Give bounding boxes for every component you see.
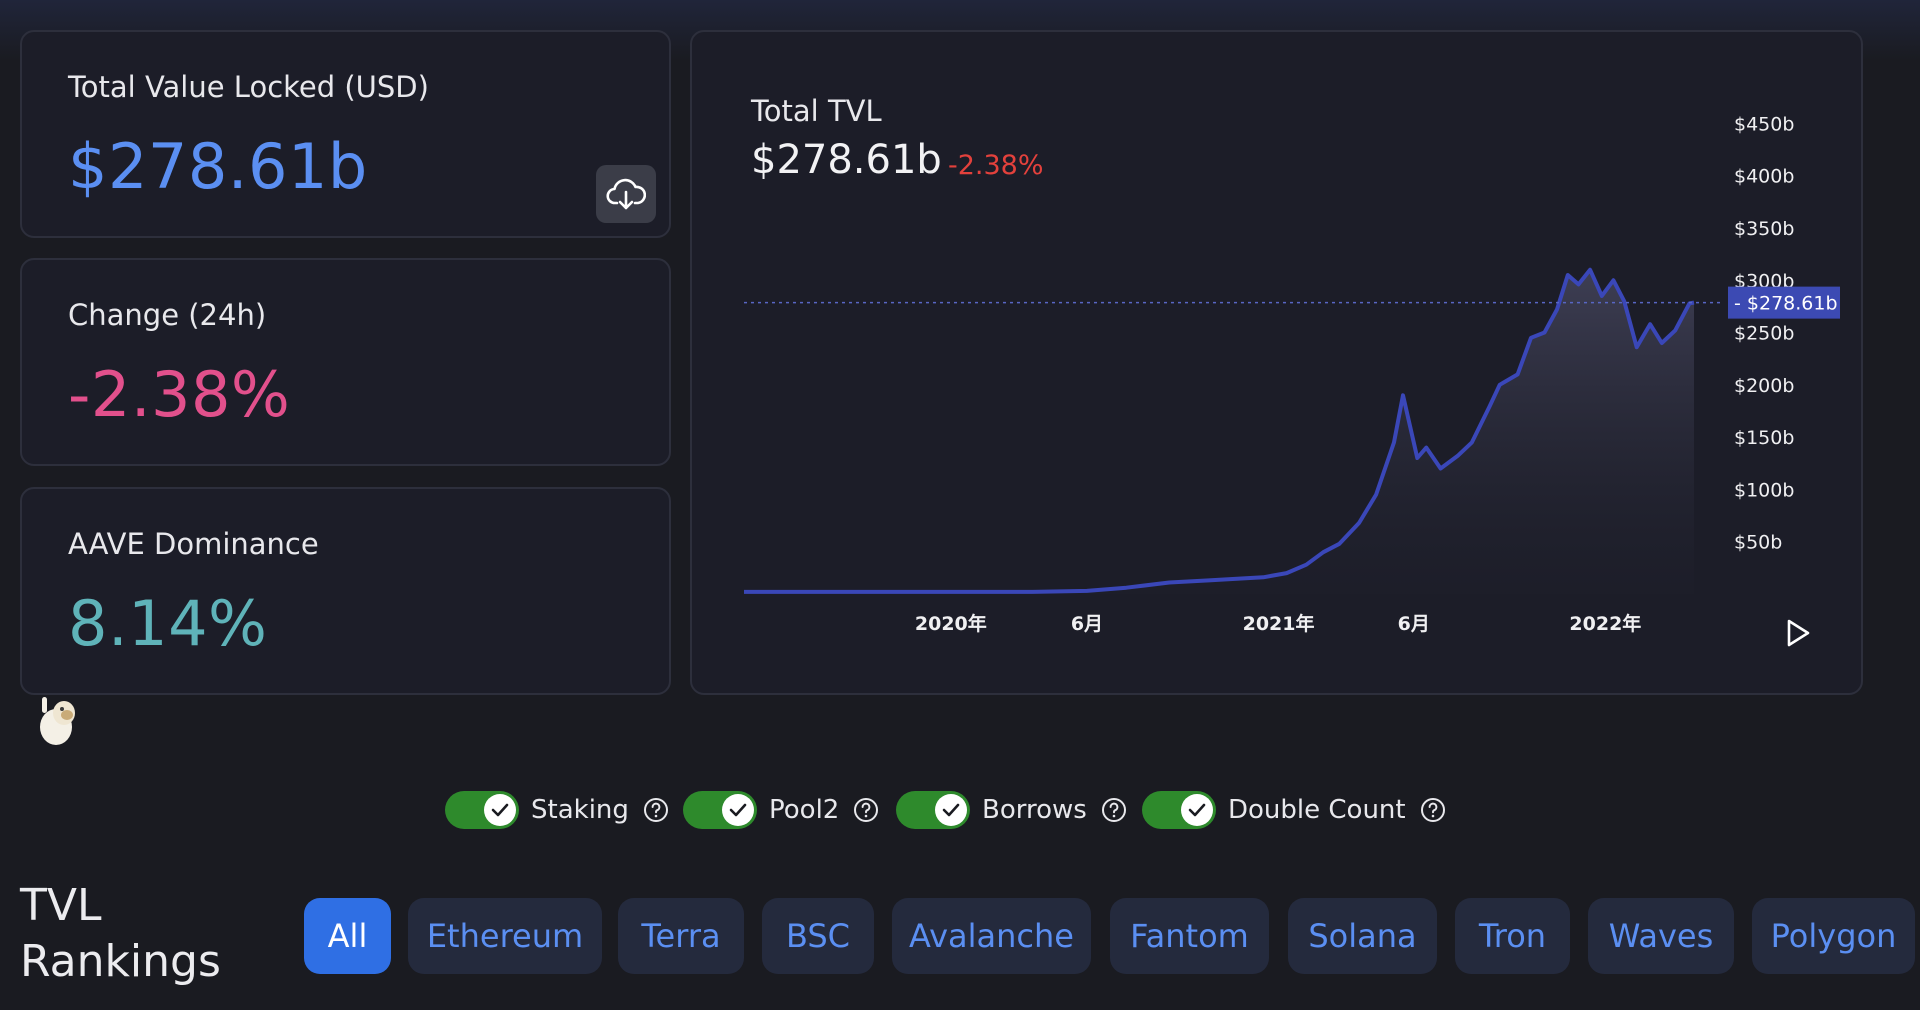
chain-chip-solana[interactable]: Solana	[1288, 898, 1437, 974]
chart-headline-change: -2.38%	[948, 150, 1044, 181]
tvl-label: Total Value Locked (USD)	[68, 70, 429, 104]
dominance-card: AAVE Dominance 8.14%	[20, 487, 671, 695]
x-tick-label: 2022年	[1569, 612, 1641, 635]
chart-headline-value: $278.61b	[751, 137, 942, 183]
chain-chip-ethereum[interactable]: Ethereum	[408, 898, 602, 974]
rankings-title-line2: Rankings	[20, 936, 221, 987]
x-tick-label: 2020年	[915, 612, 987, 635]
toggle-staking[interactable]: Staking	[445, 788, 669, 832]
staking-switch[interactable]	[445, 791, 519, 829]
tvl-area-chart[interactable]: $50b$100b$150b$200b$250b$300b$350b$400b$…	[692, 32, 1861, 693]
download-button[interactable]	[596, 165, 656, 223]
tvl-area-fill	[744, 269, 1694, 594]
rankings-title-line1: TVL	[20, 880, 102, 931]
toggle-borrows[interactable]: Borrows	[896, 788, 1127, 832]
tvl-series-line	[744, 267, 1695, 594]
llama-mascot-icon	[40, 697, 75, 745]
play-icon[interactable]	[1780, 616, 1814, 650]
chain-chip-all[interactable]: All	[304, 898, 391, 974]
tvl-chart-card: Total TVL $278.61b -2.38% $50b $100b $150b…	[690, 30, 1863, 695]
x-tick-label: 6月	[1398, 613, 1430, 635]
x-tick-label: 6月	[1071, 613, 1103, 635]
dominance-value: 8.14%	[68, 587, 268, 660]
dominance-label: AAVE Dominance	[68, 527, 319, 561]
check-icon	[484, 794, 516, 826]
toggle-double-count[interactable]: Double Count	[1142, 788, 1446, 832]
chain-chip-polygon[interactable]: Polygon	[1752, 898, 1915, 974]
y-tick-label: $450b	[1734, 113, 1794, 135]
pool2-label: Pool2	[769, 795, 840, 825]
help-icon[interactable]	[643, 797, 669, 823]
tvl-value: $278.61b	[68, 130, 368, 203]
pool2-switch[interactable]	[683, 791, 757, 829]
y-tick-label: $100b	[1734, 479, 1794, 501]
change-value: -2.38%	[68, 358, 291, 431]
chain-chip-fantom[interactable]: Fantom	[1110, 898, 1269, 974]
y-tick-label: $200b	[1734, 375, 1794, 397]
change-label: Change (24h)	[68, 298, 267, 332]
chain-chip-terra[interactable]: Terra	[618, 898, 744, 974]
x-tick-label: 2021年	[1243, 612, 1315, 635]
y-tick-label: $400b	[1734, 166, 1794, 188]
double-count-label: Double Count	[1228, 795, 1406, 825]
options-toggles: Staking Pool2 Borrows Double Count	[0, 788, 1920, 832]
double-count-switch[interactable]	[1142, 791, 1216, 829]
current-value-label: - $278.61b	[1734, 293, 1838, 315]
change-card: Change (24h) -2.38%	[20, 258, 671, 466]
help-icon[interactable]	[1101, 797, 1127, 823]
cloud-download-icon	[606, 178, 646, 210]
chain-chip-tron[interactable]: Tron	[1455, 898, 1570, 974]
chain-chip-waves[interactable]: Waves	[1588, 898, 1734, 974]
chain-chip-avalanche[interactable]: Avalanche	[892, 898, 1091, 974]
tvl-card: Total Value Locked (USD) $278.61b	[20, 30, 671, 238]
check-icon	[722, 794, 754, 826]
staking-label: Staking	[531, 795, 629, 825]
y-tick-label: $350b	[1734, 218, 1794, 240]
help-icon[interactable]	[853, 797, 879, 823]
help-icon[interactable]	[1420, 797, 1446, 823]
y-tick-label: $250b	[1734, 323, 1794, 345]
rankings-title: TVL Rankings	[20, 878, 221, 990]
chain-filter: All Ethereum Terra BSC Avalanche Fantom …	[0, 898, 1920, 974]
y-tick-label: $50b	[1734, 532, 1782, 554]
chart-title: Total TVL	[751, 94, 882, 128]
borrows-label: Borrows	[982, 795, 1087, 825]
current-value-tag	[1728, 286, 1840, 319]
check-icon	[935, 794, 967, 826]
chain-chip-bsc[interactable]: BSC	[762, 898, 874, 974]
check-icon	[1181, 794, 1213, 826]
y-tick-label: $150b	[1734, 427, 1794, 449]
toggle-pool2[interactable]: Pool2	[683, 788, 879, 832]
borrows-switch[interactable]	[896, 791, 970, 829]
